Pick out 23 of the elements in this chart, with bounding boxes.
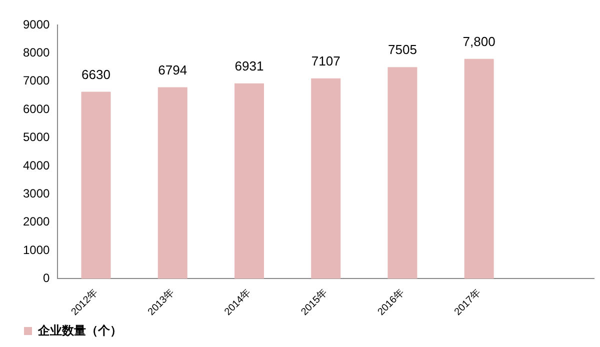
y-tick-label: 8000 [22, 46, 50, 60]
y-tick-label: 9000 [22, 17, 50, 32]
y-tick-label: 2000 [22, 214, 50, 229]
bar [81, 92, 111, 279]
bar [234, 83, 264, 279]
bar [388, 67, 418, 279]
data-label: 7,800 [462, 34, 496, 49]
y-tick-label: 1000 [22, 242, 50, 257]
y-tick-label: 7000 [22, 74, 50, 88]
data-label: 6794 [158, 62, 188, 78]
bar [158, 87, 188, 279]
data-label: 6931 [234, 58, 264, 74]
y-tick-label: 0 [43, 271, 50, 286]
bar [464, 58, 494, 279]
y-tick-label: 5000 [22, 130, 50, 144]
data-label: 7505 [388, 42, 417, 58]
data-label: 7107 [311, 53, 340, 68]
y-tick-label: 3000 [22, 186, 50, 200]
legend-label: 企业数量（个） [37, 323, 122, 338]
data-label: 6630 [82, 66, 110, 82]
bar [311, 78, 341, 279]
y-tick-label: 6000 [22, 102, 50, 116]
y-tick-label: 4000 [22, 158, 50, 172]
